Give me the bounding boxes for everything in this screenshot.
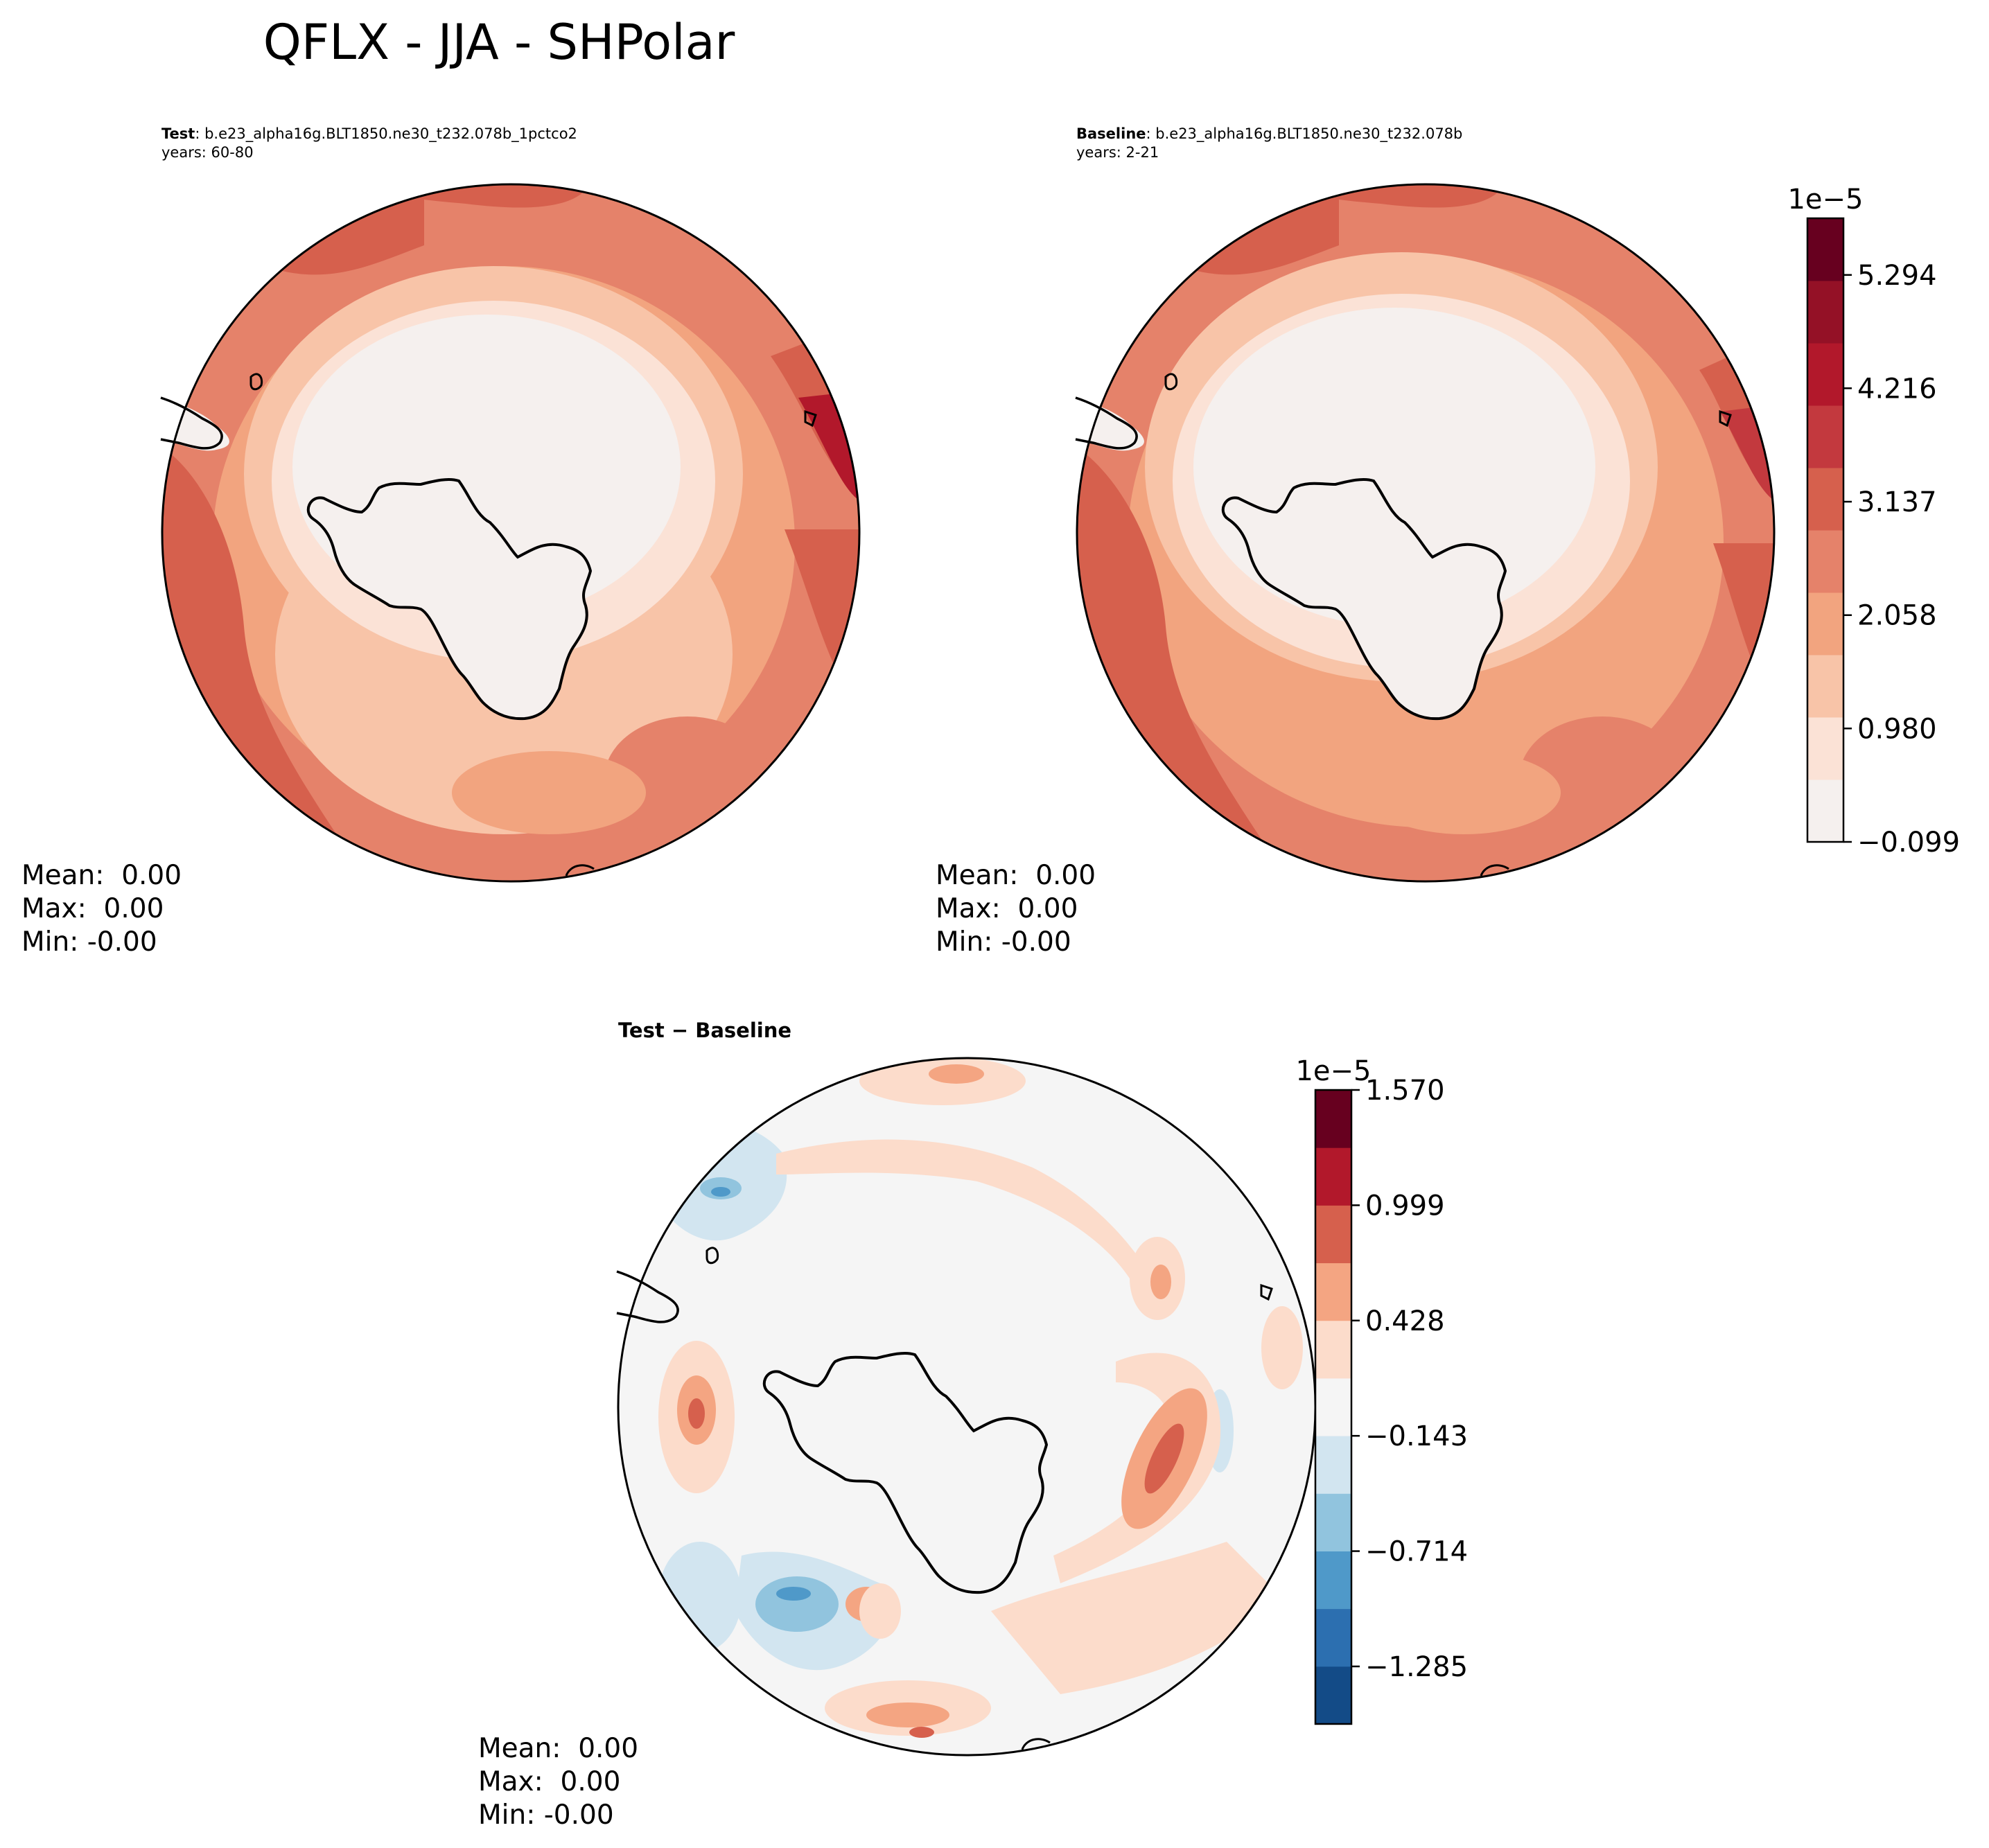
main-colorbar-tick-label: −0.099: [1857, 827, 1960, 859]
test-stat-max: Max: 0.00: [21, 893, 164, 924]
diff-colorbar-level-8: [1315, 1205, 1351, 1264]
baseline-polar-map: [1075, 183, 1776, 883]
difference-stat-min: Min: -0.00: [478, 1799, 614, 1831]
antarctica-coastline: [1221, 477, 1507, 721]
main-colorbar-level-0: [1807, 780, 1843, 843]
diff-colorbar-offset-label: 1e−5: [1295, 1055, 1371, 1087]
difference-stat-mean: Mean: 0.00: [478, 1733, 639, 1764]
main-colorbar-tick-label: 4.216: [1857, 373, 1937, 405]
main-colorbar-tick-label: 5.294: [1857, 260, 1937, 292]
main-colorbar-level-2: [1807, 655, 1843, 718]
baseline-stat-max: Max: 0.00: [936, 893, 1078, 924]
diff-colorbar-level-2: [1315, 1551, 1351, 1610]
test-stat-mean: Mean: 0.00: [21, 860, 182, 891]
south-america-coastline: [160, 396, 223, 450]
diff-colorbar-tick-label: −0.714: [1365, 1536, 1468, 1568]
test-years: years: 60-80: [161, 144, 254, 161]
test-contour-field: [162, 184, 859, 881]
main-colorbar-level-5: [1807, 468, 1843, 531]
main-colorbar-level-7: [1807, 343, 1843, 406]
baseline-panel-title: Baseline: b.e23_alpha16g.BLT1850.ne30_t2…: [1076, 125, 1462, 162]
diff-colorbar-level-6: [1315, 1320, 1351, 1379]
baseline-years: years: 2-21: [1076, 144, 1159, 161]
main-colorbar-level-1: [1807, 717, 1843, 780]
figure-title: QFLX - JJA - SHPolar: [263, 14, 735, 71]
main-colorbar-offset-label: 1e−5: [1787, 184, 1863, 215]
baseline-case-name: : b.e23_alpha16g.BLT1850.ne30_t232.078b: [1146, 125, 1463, 142]
diff-colorbar-tick-label: −0.143: [1365, 1420, 1468, 1452]
test-stats: Mean: 0.00 Max: 0.00 Min: -0.00: [21, 859, 182, 959]
diff-colorbar-level-5: [1315, 1378, 1351, 1436]
diff-colorbar-level-1: [1315, 1608, 1351, 1667]
difference-panel-title: Test − Baseline: [618, 1019, 792, 1042]
test-stat-min: Min: -0.00: [21, 926, 157, 958]
main-colorbar-tick-label: 0.980: [1857, 713, 1937, 745]
diff-colorbar-tick-label: 0.999: [1365, 1190, 1445, 1222]
diff-colorbar-level-9: [1315, 1147, 1351, 1206]
diff-colorbar-level-10: [1315, 1090, 1351, 1148]
difference-stats: Mean: 0.00 Max: 0.00 Min: -0.00: [478, 1732, 638, 1832]
main-colorbar-level-6: [1807, 405, 1843, 468]
main-colorbar: 1e−5 5.294 4.216 3.137 2.058 0.980 −0.099: [1787, 184, 1960, 859]
baseline-stat-min: Min: -0.00: [936, 926, 1071, 958]
main-colorbar-level-8: [1807, 281, 1843, 344]
baseline-stats: Mean: 0.00 Max: 0.00 Min: -0.00: [936, 859, 1096, 959]
difference-stat-max: Max: 0.00: [478, 1766, 621, 1797]
main-colorbar-tick-label: 2.058: [1857, 600, 1937, 632]
antarctica-coastline: [762, 1351, 1049, 1594]
test-map-boundary: [161, 183, 861, 883]
diff-colorbar-tick-label: 0.428: [1365, 1305, 1445, 1337]
difference-contour-field: [618, 1058, 1315, 1755]
antarctica-coastline: [306, 477, 593, 721]
difference-polar-map: [616, 1057, 1317, 1757]
diff-colorbar-tick-label: −1.285: [1365, 1651, 1468, 1683]
test-label: Test: [161, 125, 195, 142]
south-america-coastline: [1075, 396, 1138, 450]
diff-colorbar-frame: [1314, 1089, 1353, 1725]
main-colorbar-level-3: [1807, 592, 1843, 655]
difference-colorbar: 1e−51.570 0.999 0.428 −0.143 −0.714 −1.285: [1295, 1055, 1468, 1725]
test-polar-map: [160, 183, 861, 883]
diff-colorbar-level-4: [1315, 1436, 1351, 1494]
south-america-coastline: [616, 1270, 679, 1323]
main-colorbar-level-9: [1807, 218, 1843, 281]
diff-colorbar-level-3: [1315, 1493, 1351, 1551]
diff-colorbar-tick-label: 1.570: [1365, 1075, 1445, 1107]
main-colorbar-tick-label: 3.137: [1857, 486, 1937, 518]
diff-colorbar-level-7: [1315, 1262, 1351, 1321]
test-case-name: : b.e23_alpha16g.BLT1850.ne30_t232.078b_…: [195, 125, 577, 142]
baseline-contour-field: [1077, 184, 1774, 881]
main-colorbar-frame: [1806, 217, 1845, 843]
main-colorbar-level-4: [1807, 530, 1843, 593]
baseline-stat-mean: Mean: 0.00: [936, 860, 1096, 891]
diff-colorbar-level-0: [1315, 1666, 1351, 1725]
baseline-label: Baseline: [1076, 125, 1146, 142]
test-panel-title: Test: b.e23_alpha16g.BLT1850.ne30_t232.0…: [161, 125, 577, 162]
baseline-map-boundary: [1076, 183, 1776, 883]
